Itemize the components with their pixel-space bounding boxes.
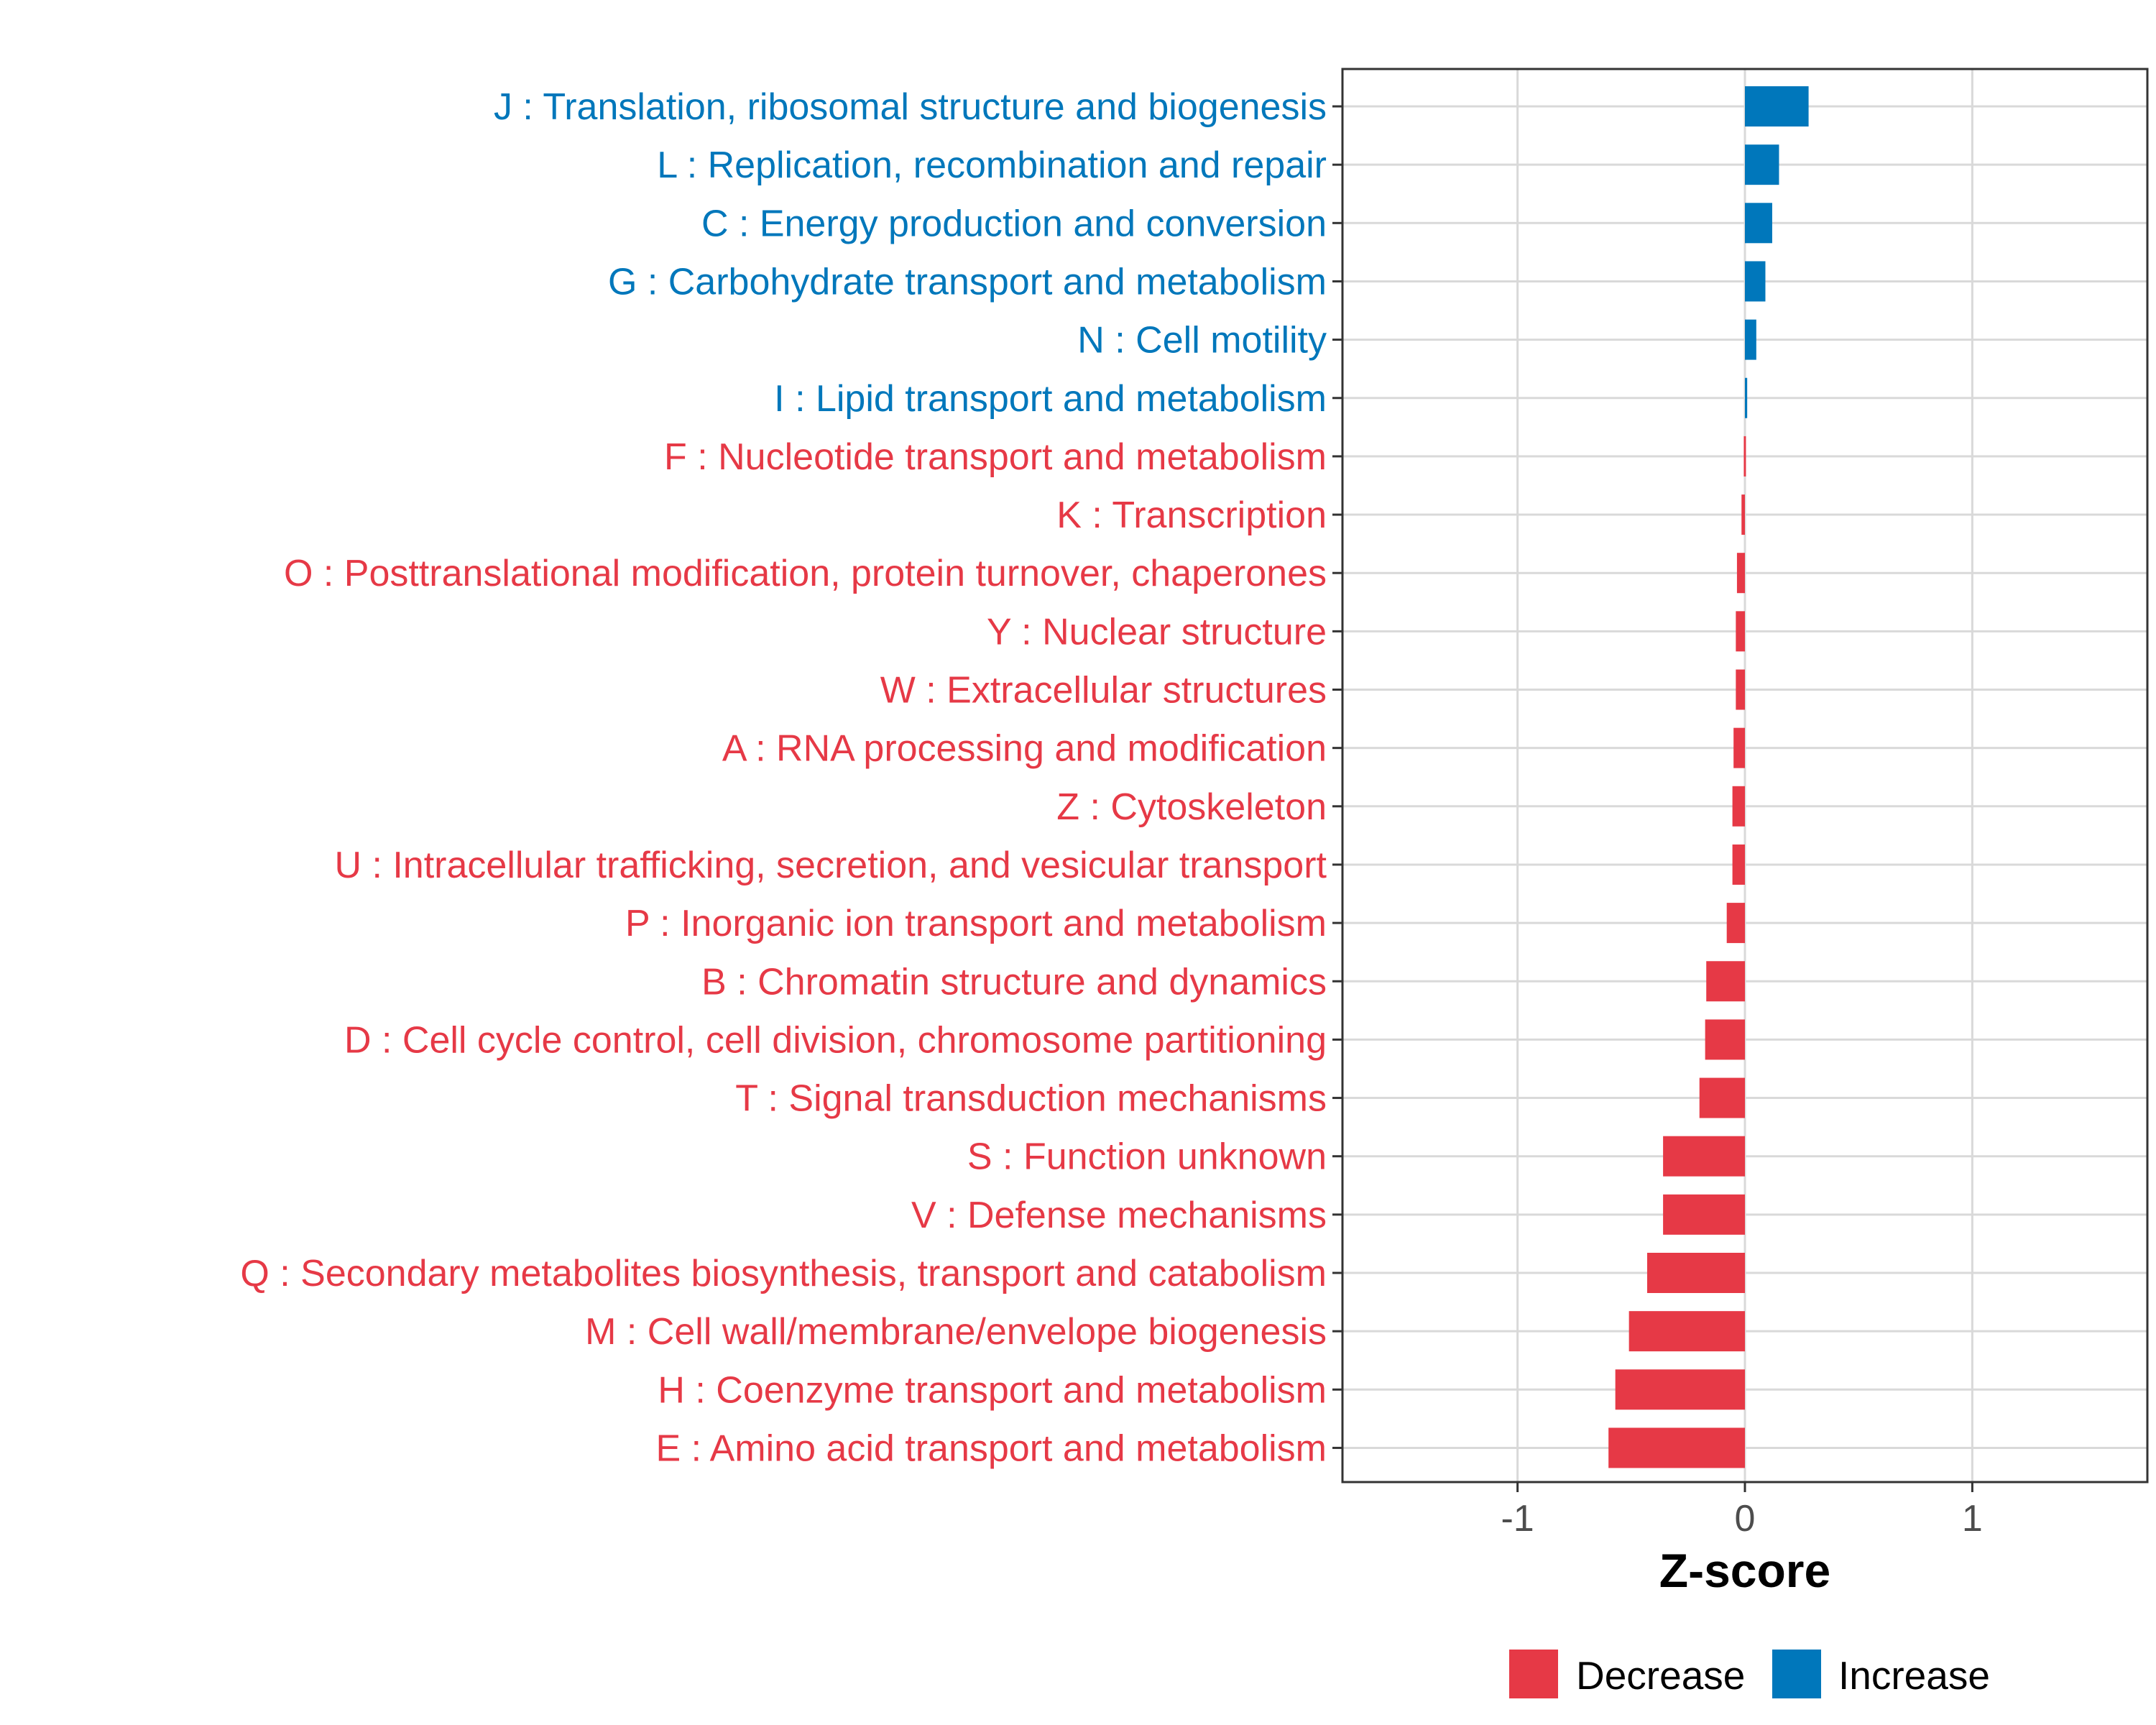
legend-label-decrease: Decrease [1576,1653,1745,1698]
category-label: C : Energy production and conversion [701,203,1327,244]
legend-key-increase [1772,1650,1821,1698]
bar [1732,786,1745,827]
category-label: T : Signal transduction mechanisms [735,1078,1327,1120]
bar [1736,669,1745,710]
category-label: Y : Nuclear structure [987,611,1327,653]
category-label: K : Transcription [1056,494,1327,536]
category-label: V : Defense mechanisms [911,1195,1327,1236]
bar [1705,1019,1745,1060]
category-label: J : Translation, ribosomal structure and… [494,86,1327,128]
bar [1741,494,1745,535]
bar [1608,1427,1745,1468]
bar [1745,86,1809,126]
category-label: I : Lipid transport and metabolism [774,378,1327,420]
bar [1732,844,1745,885]
bar [1743,436,1746,477]
category-label: L : Replication, recombination and repai… [657,144,1327,186]
x-axis-title: Z-score [1659,1544,1830,1597]
bar [1733,727,1745,768]
category-label: M : Cell wall/membrane/envelope biogenes… [585,1311,1327,1353]
category-label: S : Function unknown [967,1136,1327,1178]
bar [1745,319,1756,360]
bar [1628,1311,1745,1352]
category-label: O : Posttranslational modification, prot… [284,553,1327,594]
x-tick-label: -1 [1501,1498,1534,1540]
category-label: P : Inorganic ion transport and metaboli… [625,903,1327,944]
bar [1663,1136,1745,1177]
bar [1745,144,1779,185]
category-label: H : Coenzyme transport and metabolism [658,1369,1327,1411]
category-label: W : Extracellular structures [880,670,1327,712]
category-label: B : Chromatin structure and dynamics [701,961,1327,1003]
bar [1726,903,1745,944]
bar [1736,611,1745,652]
y-axis-ticks [1332,105,1342,1449]
category-label: N : Cell motility [1077,320,1327,362]
legend: Decrease Increase [1509,1650,1990,1698]
legend-key-decrease [1509,1650,1558,1698]
bar [1745,203,1772,244]
bar [1699,1077,1745,1118]
bar [1745,261,1766,302]
category-label: E : Amino acid transport and metabolism [655,1427,1327,1469]
bar [1706,961,1745,1002]
bar [1646,1253,1745,1293]
category-label: Z : Cytoskeleton [1056,786,1327,828]
bar [1663,1194,1745,1235]
category-label: D : Cell cycle control, cell division, c… [344,1019,1327,1061]
category-label: G : Carbohydrate transport and metabolis… [608,261,1327,303]
legend-label-increase: Increase [1838,1653,1990,1698]
y-axis-labels: J : Translation, ribosomal structure and… [240,86,1327,1469]
bar [1736,553,1745,594]
bar [1615,1369,1745,1410]
category-label: A : RNA processing and modification [722,728,1327,770]
category-label: Q : Secondary metabolites biosynthesis, … [240,1253,1327,1294]
x-tick-label: 1 [1962,1498,1983,1540]
category-label: F : Nucleotide transport and metabolism [664,436,1327,478]
bars [1608,86,1809,1468]
bar [1745,377,1748,418]
x-axis-ticks: -1 0 1 [1501,1482,1983,1540]
x-tick-label: 0 [1735,1498,1756,1540]
category-label: U : Intracellular trafficking, secretion… [334,845,1327,886]
